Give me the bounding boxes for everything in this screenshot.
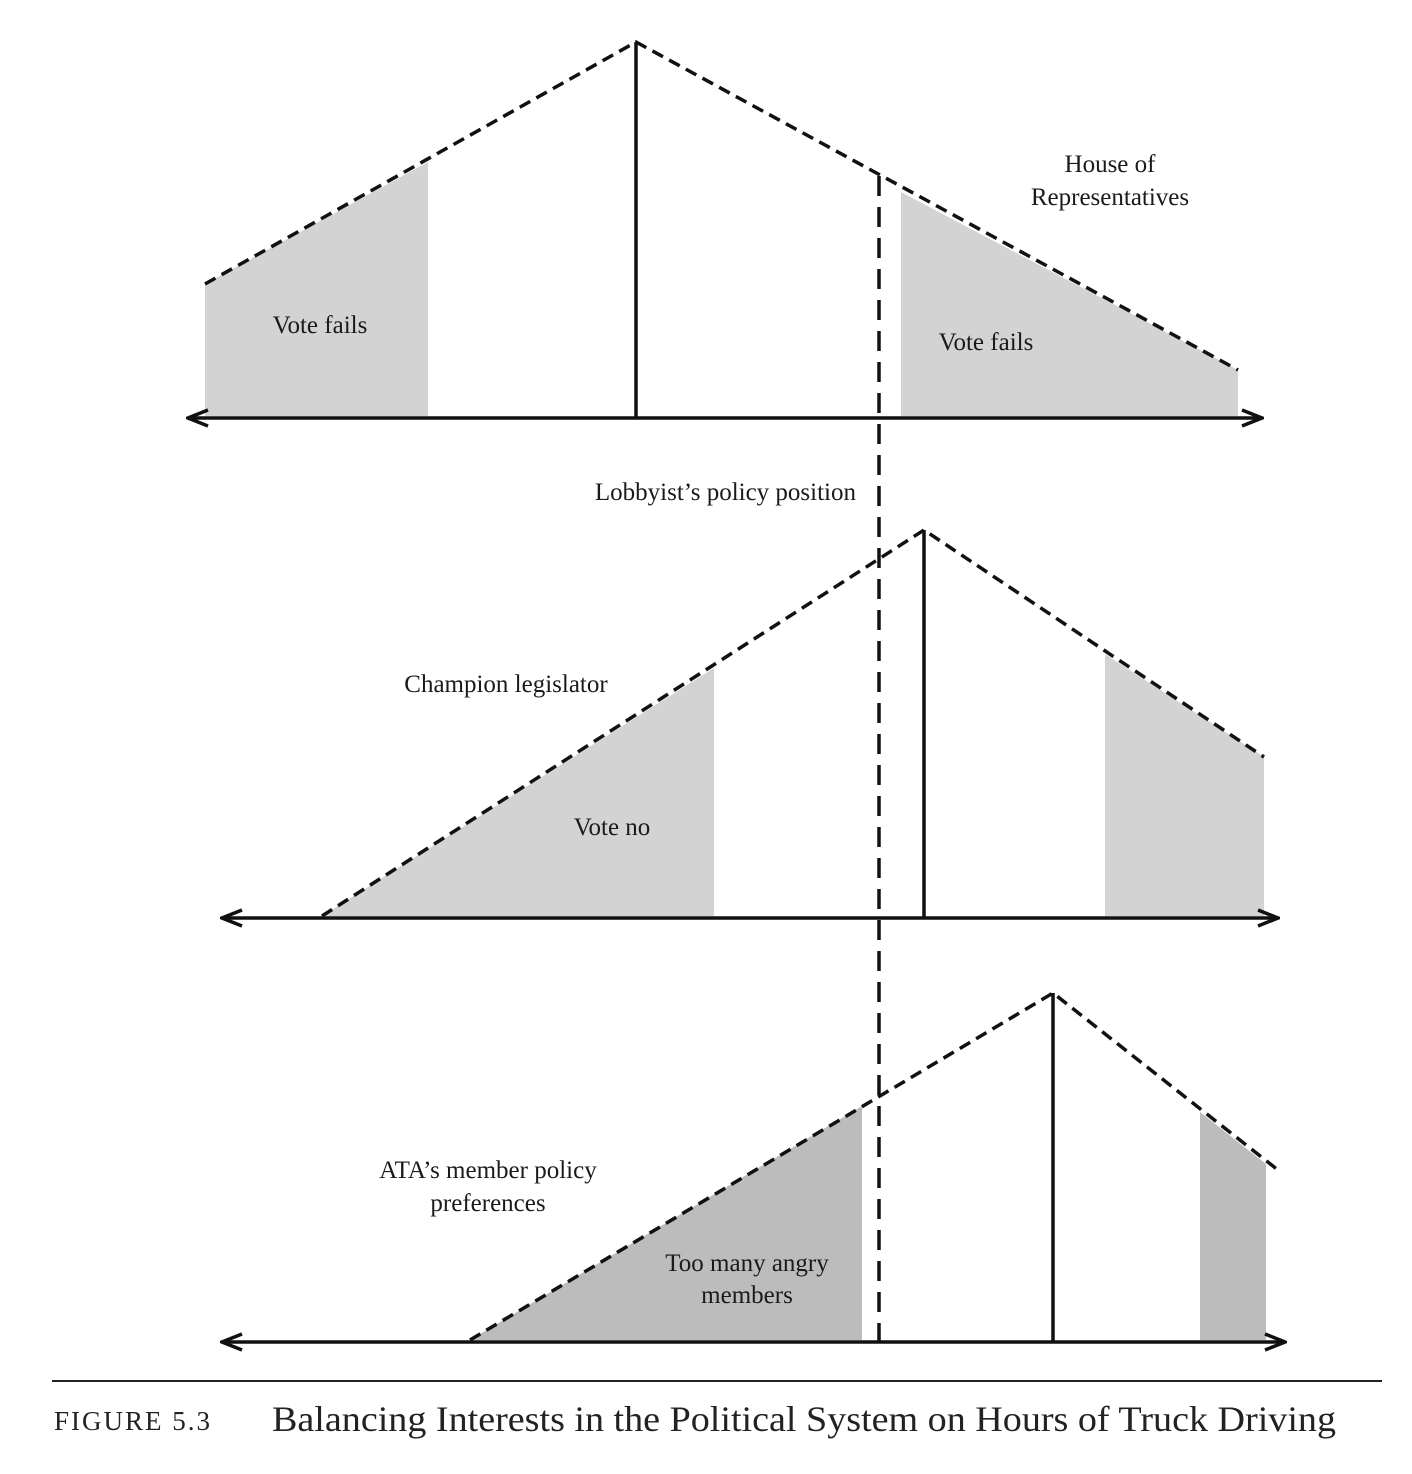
house-right-region-label: Vote fails bbox=[939, 329, 1034, 356]
ata-left-region-line1: Too many angry bbox=[665, 1250, 829, 1277]
champion-panel: Champion legislator Vote no bbox=[222, 527, 1278, 918]
figure-number: FIGURE 5.3 bbox=[54, 1406, 212, 1436]
champion-right-no-region bbox=[1105, 654, 1264, 916]
champion-preference-curve bbox=[321, 527, 1265, 918]
lobbyist-position-label: Lobbyist’s policy position bbox=[595, 479, 857, 506]
house-left-region-label: Vote fails bbox=[273, 312, 368, 339]
ata-title-line2: preferences bbox=[430, 1190, 545, 1217]
ata-left-region-line2: members bbox=[701, 1282, 793, 1309]
house-right-fail-region bbox=[901, 192, 1238, 416]
house-panel: House of Representatives Vote fails Vote… bbox=[188, 40, 1262, 418]
ata-panel: ATA’s member policy preferences Too many… bbox=[222, 990, 1285, 1342]
house-title-line1: House of bbox=[1065, 151, 1157, 178]
house-left-fail-region bbox=[205, 162, 428, 416]
champion-left-region-label: Vote no bbox=[574, 814, 651, 841]
ata-right-angry-region bbox=[1200, 1112, 1266, 1340]
ata-title-line1: ATA’s member policy bbox=[379, 1157, 597, 1184]
figure-title: Balancing Interests in the Political Sys… bbox=[272, 1399, 1336, 1439]
house-title-line2: Representatives bbox=[1031, 184, 1189, 211]
champion-title: Champion legislator bbox=[404, 671, 608, 698]
